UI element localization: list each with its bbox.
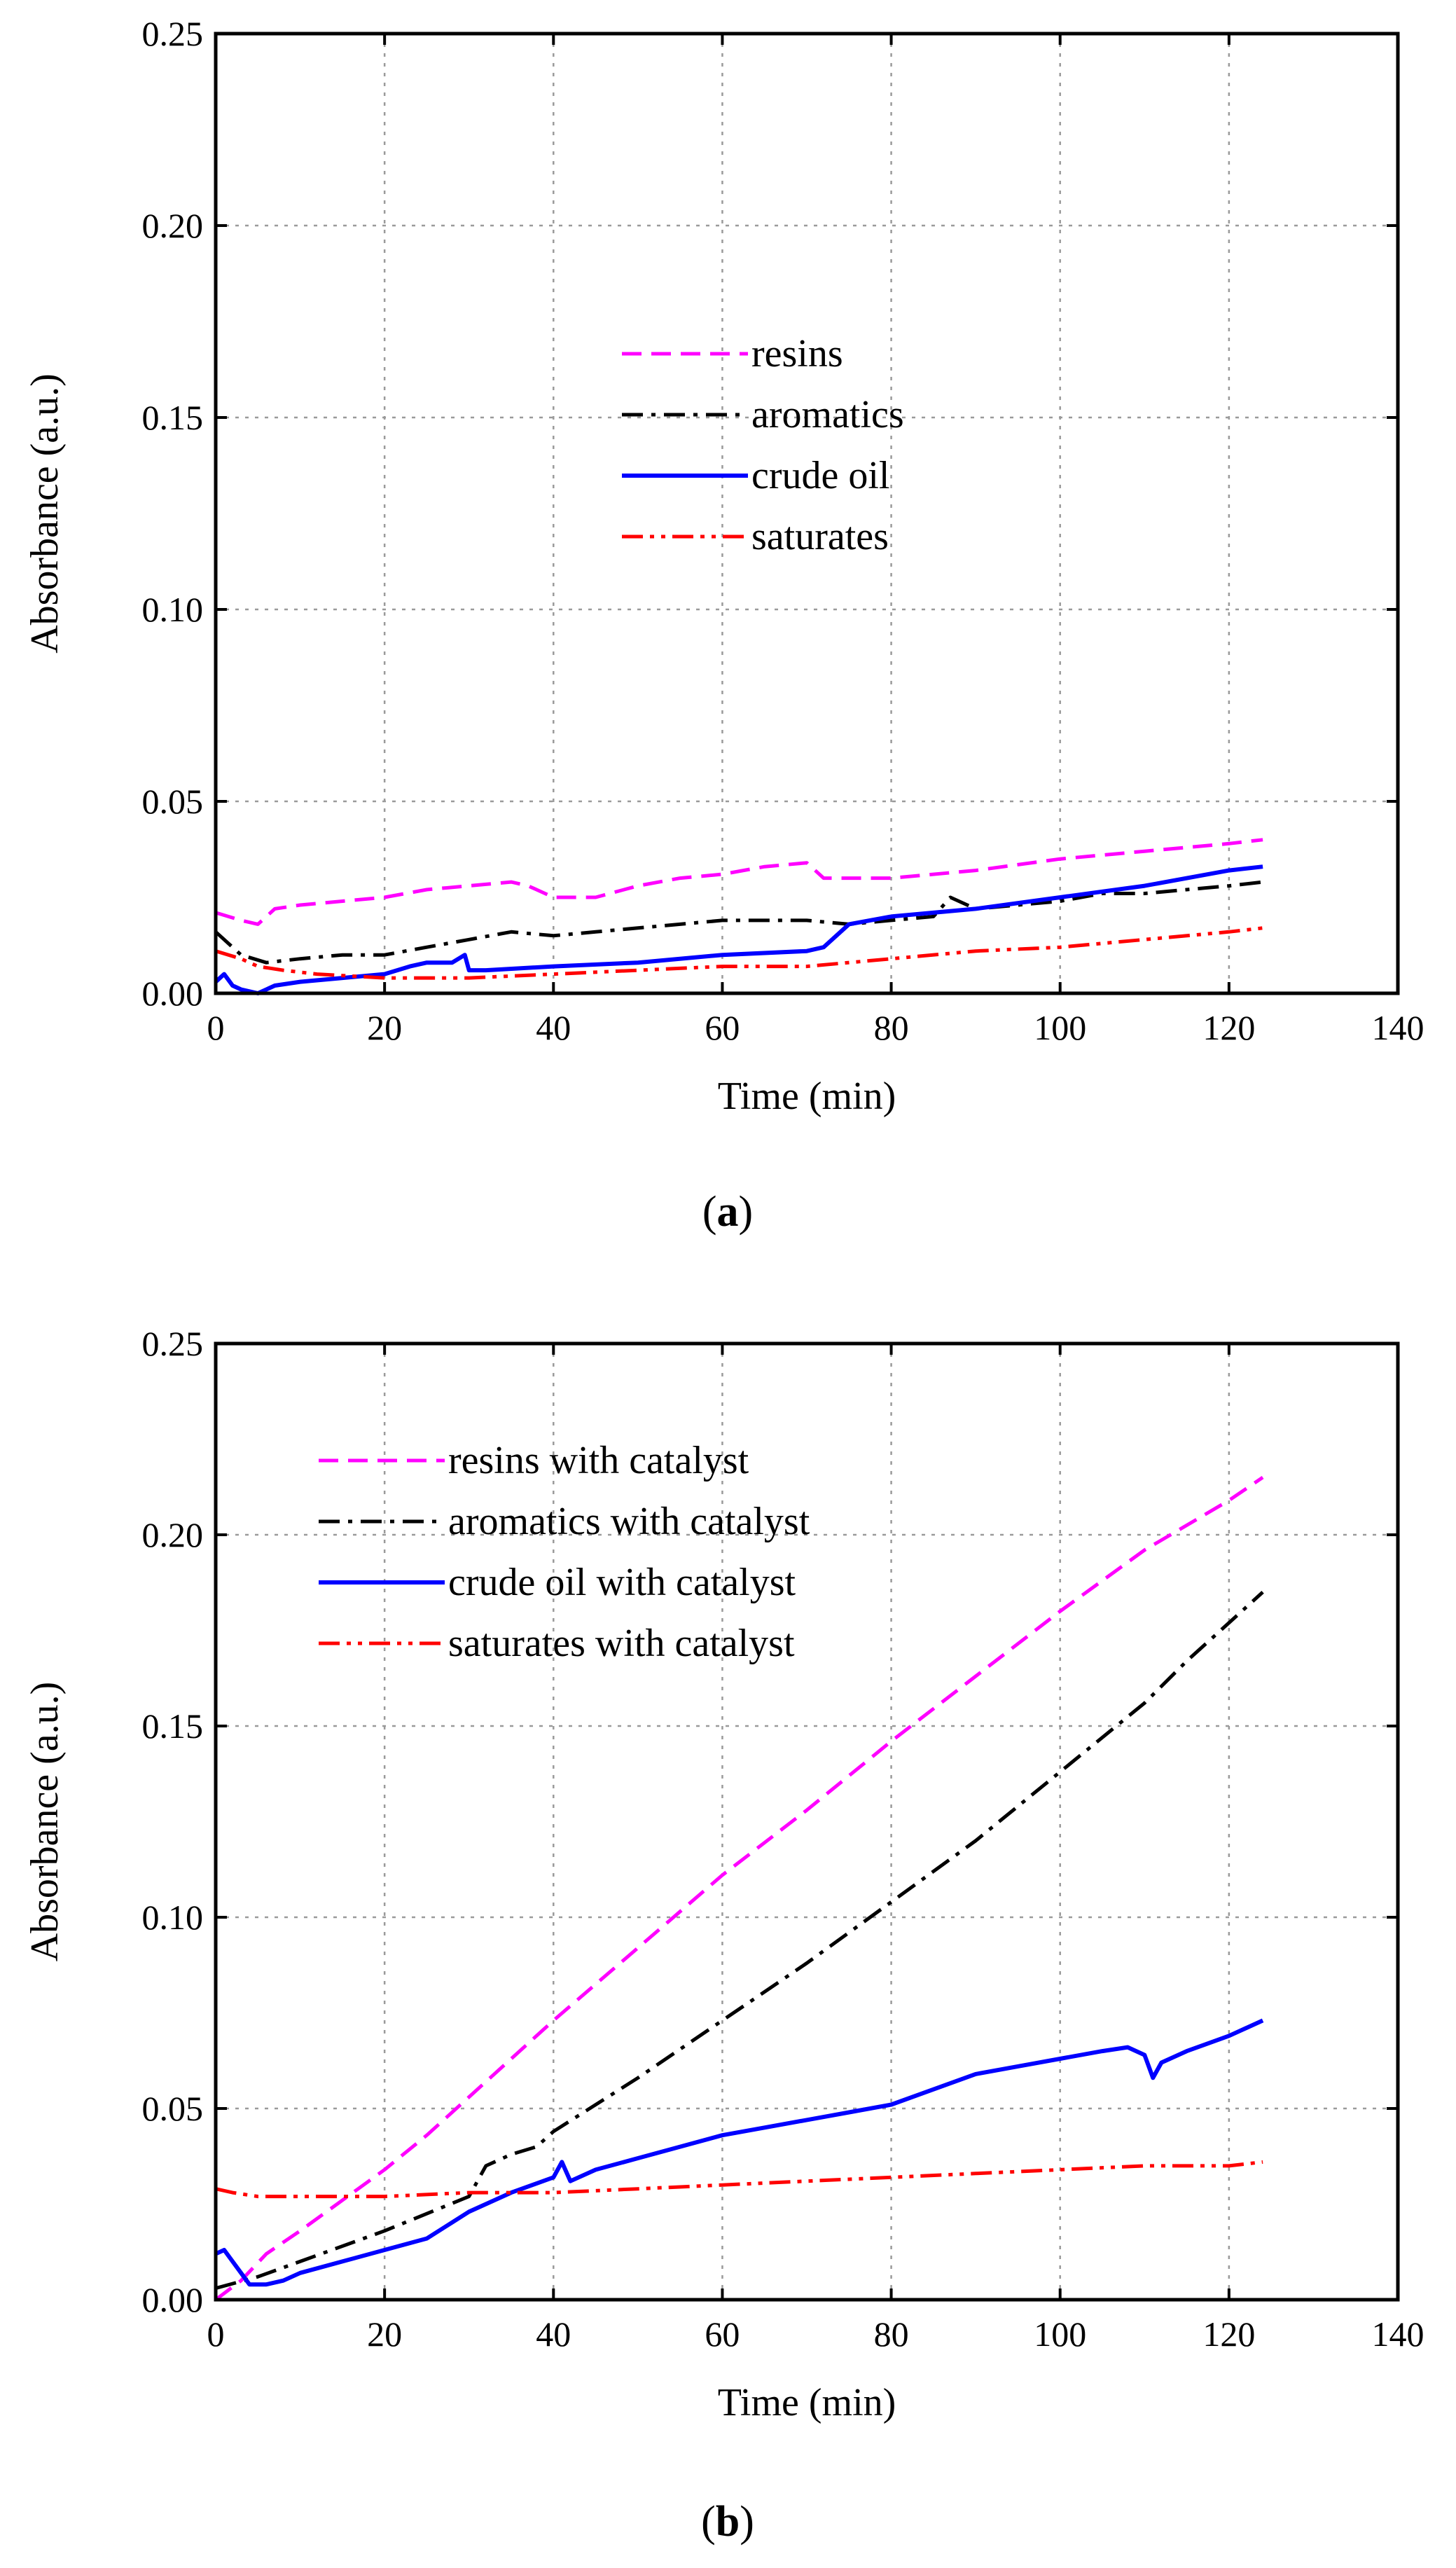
panel-b-legend-label-saturates-with-catalyst: saturates with catalyst	[448, 1622, 795, 1665]
panel-a-frame	[214, 32, 1400, 995]
panel-a-series-aromatics	[214, 880, 1263, 965]
panel-b-y-tick-label: 0.20	[142, 1515, 204, 1554]
panel-b-ticks: 0 20 40 60 80 100 120 140 0.00 0.05 0.10 0.15 0.20 0.…	[142, 1324, 1424, 2354]
panel-a-y-tick-label: 0.25	[142, 14, 204, 53]
panel-a-legend-label-aromatics: aromatics	[751, 393, 904, 436]
panel-b-series-aromatics-with-catalyst	[215, 1591, 1264, 2291]
panel-a-letter: a	[717, 1188, 739, 1236]
panel-b-caption: (b)	[701, 2498, 754, 2546]
panel-b-legend-label-crude-oil-with-catalyst: crude oil with catalyst	[448, 1561, 796, 1604]
panel-a-legend-label-crude-oil: crude oil	[751, 454, 889, 497]
panel-a-y-tick-label: 0.10	[142, 590, 204, 629]
panel-a-x-tick-label: 40	[536, 1008, 571, 1047]
panel-a-x-tick-label: 120	[1202, 1008, 1255, 1047]
panel-b-y-tick-label: 0.00	[142, 2280, 204, 2319]
panel-b-y-tick-label: 0.25	[142, 1324, 204, 1363]
panel-b-x-tick-label: 20	[367, 2314, 402, 2354]
panel-b-y-axis-label: Absorbance (a.u.)	[23, 1682, 67, 1962]
panel-b-series	[214, 1476, 1264, 2301]
panel-a-x-axis-label: Time (min)	[718, 1075, 896, 1118]
panel-a-grid	[216, 34, 1398, 993]
panel-b-y-tick-label: 0.15	[142, 1706, 204, 1746]
panel-b: 0 20 40 60 80 100 120 140 0.00 0.05 0.10 0.15 0.20 0.…	[23, 1324, 1424, 2546]
panel-a-series	[214, 838, 1263, 995]
panel-b-frame	[214, 1341, 1400, 2302]
panel-b-series-crude-oil-with-catalyst	[214, 2018, 1264, 2287]
panel-a-legend-label-saturates: saturates	[751, 515, 889, 558]
panel-b-x-tick-label: 100	[1034, 2314, 1086, 2354]
panel-a-x-tick-label: 20	[367, 1008, 402, 1047]
panel-a-y-tick-label: 0.20	[142, 206, 204, 245]
panel-a-y-tick-label: 0.05	[142, 782, 204, 821]
panel-b-legend-label-resins-with-catalyst: resins with catalyst	[448, 1439, 749, 1482]
panel-b-y-tick-label: 0.10	[142, 1898, 204, 1937]
panel-a-x-tick-label: 60	[705, 1008, 740, 1047]
panel-a-x-tick-label: 0	[207, 1008, 225, 1047]
panel-b-x-tick-label: 40	[536, 2314, 571, 2354]
panel-a-x-tick-label: 100	[1034, 1008, 1086, 1047]
panel-b-x-tick-label: 0	[207, 2314, 225, 2354]
panel-b-letter: b	[716, 2498, 740, 2546]
panel-a-y-axis-label: Absorbance (a.u.)	[23, 373, 67, 654]
panel-a-y-tick-label: 0.00	[142, 974, 204, 1013]
panel-b-y-tick-label: 0.05	[142, 2089, 204, 2128]
panel-b-series-saturates-with-catalyst	[215, 2160, 1263, 2199]
panel-a-legend: resins aromatics crude oil saturates	[622, 332, 904, 558]
panel-b-x-tick-label: 140	[1372, 2314, 1424, 2354]
panel-a-x-tick-label: 80	[874, 1008, 909, 1047]
panel-a-ticks: 0 20 40 60 80 100 120 140 0.00 0.05 0.10 0.15 0.20 0.…	[142, 14, 1424, 1047]
panel-b-legend: resins with catalyst aromatics with catal…	[319, 1439, 810, 1665]
panel-b-grid	[216, 1344, 1398, 2300]
panel-a-series-resins	[215, 838, 1263, 926]
panel-a: 0 20 40 60 80 100 120 140 0.00 0.05 0.10 0.15 0.20 0.…	[23, 14, 1424, 1236]
panel-a-series-crude-oil	[214, 864, 1263, 995]
panel-b-legend-label-aromatics-with-catalyst: aromatics with catalyst	[448, 1500, 810, 1543]
panel-b-x-tick-label: 80	[874, 2314, 909, 2354]
panel-a-caption: (a)	[702, 1188, 753, 1236]
panel-b-x-tick-label: 120	[1202, 2314, 1255, 2354]
panel-a-y-tick-label: 0.15	[142, 398, 204, 437]
panel-a-series-saturates	[215, 926, 1263, 980]
panel-a-legend-label-resins: resins	[751, 332, 843, 375]
panel-b-x-axis-label: Time (min)	[718, 2381, 896, 2424]
panel-b-series-resins-with-catalyst	[214, 1476, 1264, 2301]
panel-a-x-tick-label: 140	[1372, 1008, 1424, 1047]
panel-b-x-tick-label: 60	[705, 2314, 740, 2354]
